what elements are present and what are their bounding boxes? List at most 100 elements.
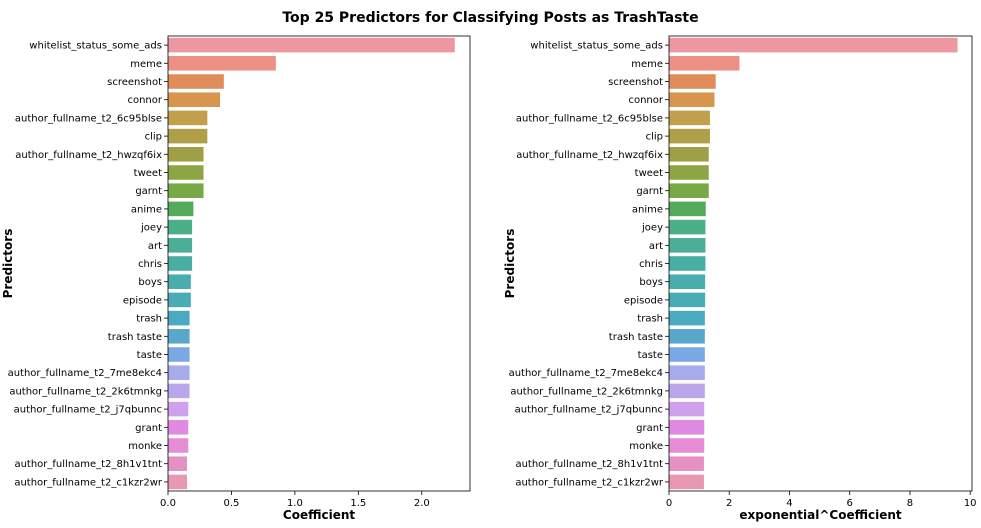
coef-bar: [168, 183, 204, 198]
exp-bar: [669, 274, 706, 289]
coef-ytick-label: whitelist_status_some_ads: [29, 41, 162, 52]
coef-ytick-label: clip: [145, 132, 162, 143]
coef-ytick-label: joey: [140, 223, 162, 234]
coef-bar: [168, 201, 194, 217]
exp-ytick-label: episode: [624, 295, 663, 306]
coef-bar: [168, 383, 190, 399]
coef-ytick-label: meme: [130, 59, 162, 70]
exp-bar: [669, 401, 705, 417]
exp-bar: [669, 310, 705, 326]
exp-ytick-label: author_fullname_t2_7me8ekc4: [509, 368, 663, 379]
coef-xtick-label: 1.5: [350, 498, 366, 509]
exp-ytick-label: trash taste: [609, 332, 663, 343]
figure-title: Top 25 Predictors for Classifying Posts …: [282, 10, 699, 26]
coef-bar: [168, 256, 193, 271]
exp-xtick-label: 0: [666, 498, 672, 509]
coef-xtick-label: 0.0: [160, 498, 176, 509]
coef-ytick-label: monke: [128, 441, 162, 452]
coef-ytick-label: author_fullname_t2_2k6tmnkg: [9, 386, 162, 397]
exp-ytick-label: garnt: [636, 186, 663, 197]
coef-xtick-label: 0.5: [223, 498, 239, 509]
exp-ytick-label: monke: [629, 441, 663, 452]
coef-ytick-label: anime: [131, 204, 162, 215]
coef-xaxis-label: Coefficient: [283, 508, 355, 522]
exp-bar: [669, 438, 705, 453]
exp-bar: [669, 201, 706, 217]
coef-bar: [168, 165, 204, 180]
exp-ytick-label: anime: [632, 204, 663, 215]
coef-bar: [168, 238, 193, 253]
coef-bar: [168, 456, 188, 471]
exp-bar: [669, 37, 958, 53]
coef-bar: [168, 219, 193, 235]
coef-ytick-label: author_fullname_t2_c1kzr2wr: [14, 477, 163, 488]
coef-bar: [168, 56, 276, 71]
coef-xtick-label: 2.0: [414, 498, 430, 509]
coef-ytick-label: garnt: [135, 186, 162, 197]
exp-xtick-label: 10: [964, 498, 977, 509]
coef-bar: [168, 347, 190, 362]
exp-ytick-label: clip: [646, 132, 663, 143]
coef-yaxis-label: Predictors: [1, 229, 15, 299]
coef-bar: [168, 92, 221, 107]
exp-bar: [669, 329, 705, 344]
exp-ytick-label: meme: [631, 59, 663, 70]
exp-ytick-label: joey: [641, 223, 663, 234]
exp-bar: [669, 74, 716, 89]
coef-bar: [168, 474, 188, 490]
coef-ytick-label: author_fullname_t2_6c95blse: [15, 113, 162, 124]
exp-bar: [669, 347, 705, 362]
coef-bar: [168, 438, 189, 453]
coef-bar: [168, 329, 190, 344]
coef-ytick-label: art: [148, 241, 162, 252]
coef-ytick-label: tweet: [134, 168, 162, 179]
exp-ytick-label: boys: [639, 277, 663, 288]
coef-ytick-label: author_fullname_t2_j7qbunnc: [14, 405, 162, 416]
exp-ytick-label: tweet: [635, 168, 663, 179]
coef-bar: [168, 274, 191, 289]
exp-ytick-label: author_fullname_t2_hwzqf6ix: [516, 150, 663, 161]
coef-ytick-label: taste: [137, 350, 162, 361]
coef-bar: [168, 37, 455, 53]
coef-ytick-label: connor: [127, 95, 162, 106]
exp-ytick-label: taste: [638, 350, 663, 361]
exp-xtick-label: 4: [786, 498, 792, 509]
coef-ytick-label: boys: [138, 277, 162, 288]
coef-bar: [168, 110, 208, 126]
exp-ytick-label: author_fullname_t2_8h1v1tnt: [515, 459, 663, 470]
exp-bar: [669, 92, 715, 107]
exp-bar: [669, 420, 705, 435]
exp-ytick-label: author_fullname_t2_j7qbunnc: [515, 405, 663, 416]
exp-ytick-label: screenshot: [608, 77, 663, 88]
exp-bar: [669, 128, 710, 144]
coef-bar: [168, 310, 190, 326]
coef-bar: [168, 420, 189, 435]
exp-bar: [669, 383, 705, 399]
exp-ytick-label: whitelist_status_some_ads: [530, 41, 663, 52]
coef-bar: [168, 292, 191, 308]
coef-bar: [168, 74, 224, 89]
coef-ytick-label: chris: [138, 259, 162, 270]
coef-xtick-label: 1.0: [287, 498, 303, 509]
exp-xtick-label: 6: [847, 498, 853, 509]
exp-bar: [669, 110, 710, 126]
exp-ytick-label: trash: [637, 314, 663, 325]
exp-ytick-label: author_fullname_t2_6c95blse: [516, 113, 663, 124]
exp-xtick-label: 8: [907, 498, 913, 509]
exp-ytick-label: chris: [639, 259, 663, 270]
coef-ytick-label: author_fullname_t2_8h1v1tnt: [14, 459, 162, 470]
exp-ytick-label: connor: [628, 95, 663, 106]
exp-bar: [669, 165, 709, 180]
exp-ytick-label: grant: [636, 423, 663, 434]
coef-bar: [168, 128, 208, 144]
exp-bar: [669, 183, 709, 198]
coef-ytick-label: grant: [135, 423, 162, 434]
exp-xaxis-label: exponential^Coefficient: [739, 508, 902, 522]
exp-bar: [669, 147, 709, 162]
coef-ytick-label: screenshot: [107, 77, 162, 88]
coef-ytick-label: author_fullname_t2_hwzqf6ix: [15, 150, 162, 161]
coef-ytick-label: episode: [123, 295, 162, 306]
